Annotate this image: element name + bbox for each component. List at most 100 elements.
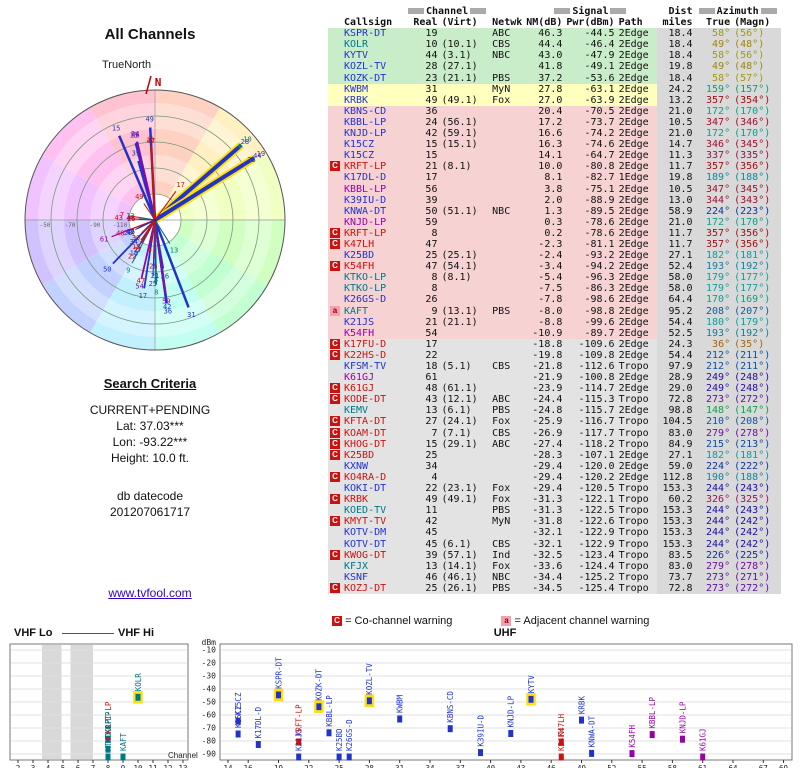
callsign-link[interactable]: KBBL-LP (342, 116, 404, 129)
callsign-link[interactable]: KSNF (342, 571, 404, 583)
svg-text:K26GS-D: K26GS-D (345, 719, 354, 751)
callsign-link[interactable]: KWOG-DT (342, 549, 404, 561)
table-row: K25BD 25 (25.1) -2.4 -93.2 2Edge 27.1 182° (181°… (328, 250, 781, 262)
callsign-link[interactable]: KRFT-LP (342, 161, 404, 173)
svg-text:50: 50 (103, 265, 111, 273)
callsign-link[interactable]: K25BD (342, 449, 404, 461)
callsign-link[interactable]: KWBM (342, 83, 404, 95)
callsign-link[interactable]: KRBK (342, 94, 404, 106)
svg-text:21: 21 (151, 272, 159, 280)
callsign-link[interactable]: KNJD-LP (342, 128, 404, 140)
callsign-link[interactable]: KOTV-DM (342, 527, 404, 539)
callsign-link[interactable]: K61GJ (342, 372, 404, 384)
co-channel-warning-badge: C (330, 338, 340, 349)
svg-text:31: 31 (395, 764, 404, 768)
callsign-link[interactable]: KRFT-LP (342, 227, 404, 239)
svg-text:12: 12 (163, 764, 172, 768)
callsign-link[interactable]: KOAM-DT (342, 427, 404, 439)
col-nm: NM(dB) (524, 17, 565, 29)
table-row: a KAFT 9 (13.1) PBS -8.0 -98.8 2Edge 95.2 208° (20… (328, 305, 781, 317)
svg-text:2: 2 (16, 764, 21, 768)
callsign-link[interactable]: KODE-DT (342, 394, 404, 406)
callsign-link[interactable]: KHOG-DT (342, 438, 404, 450)
height-value: Height: 10.0 ft. (110, 451, 190, 465)
callsign-link[interactable]: K54FH (342, 327, 404, 339)
svg-text:34: 34 (130, 238, 138, 246)
callsign-link[interactable]: KAFT (342, 305, 404, 317)
svg-text:43: 43 (114, 214, 122, 222)
callsign-link[interactable]: KEMV (342, 405, 404, 417)
callsign-link[interactable]: KSPR-DT (342, 28, 404, 40)
table-row: K21JS 21 (21.1) -8.8 -99.6 2Edge 54.4 180° (179°… (328, 316, 781, 328)
tvfool-link[interactable]: www.tvfool.com (108, 586, 192, 600)
table-row: KBBL-LP 56 3.8 -75.1 2Edge 10.5 347° (345°) (328, 183, 781, 195)
callsign-link[interactable]: KFSM-TV (342, 361, 404, 373)
callsign-link[interactable]: KOZJ-DT (342, 582, 404, 594)
svg-text:15: 15 (112, 124, 120, 132)
svg-text:45: 45 (127, 228, 135, 236)
table-row: KOTV-DT 45 (6.1) CBS -32.1 -122.9 Tropo 153.3 24… (328, 538, 781, 550)
table-row: KSNF 46 (46.1) NBC -34.4 -125.2 Tropo 73.7 273°(… (328, 571, 781, 583)
svg-text:K21JS: K21JS (295, 728, 304, 751)
svg-text:KBBL-LP: KBBL-LP (325, 695, 334, 727)
svg-text:39: 39 (132, 234, 140, 242)
svg-text:KSPR-DT: KSPR-DT (274, 657, 283, 689)
table-row: KOKI-DT 22 (23.1) Fox -29.4 -120.5 Tropo 153.3 2… (328, 483, 781, 495)
callsign-link[interactable]: KNJD-LP (342, 216, 404, 228)
callsign-link[interactable]: KXNW (342, 460, 404, 472)
svg-text:-60: -60 (202, 711, 217, 720)
svg-text:KRBK: KRBK (577, 696, 586, 715)
callsign-link[interactable]: K39IU-D (342, 194, 404, 206)
callsign-link[interactable]: KRBK (342, 494, 404, 506)
callsign-link[interactable]: K17DL-D (342, 172, 404, 184)
callsign-link[interactable]: KOTV-DT (342, 538, 404, 550)
callsign-link[interactable]: K15CZ (342, 139, 404, 151)
callsign-link[interactable]: KYTV (342, 50, 404, 62)
callsign-link[interactable]: KTKO-LP (342, 283, 404, 295)
svg-text:28: 28 (241, 138, 249, 146)
svg-text:22: 22 (128, 253, 136, 261)
svg-text:-10: -10 (202, 646, 217, 655)
col-pwr: Pwr(dBm) (564, 17, 617, 29)
callsign-link[interactable]: K22HS-D (342, 349, 404, 361)
callsign-link[interactable]: K21JS (342, 316, 404, 328)
svg-text:31: 31 (187, 311, 195, 319)
svg-text:49: 49 (135, 193, 143, 201)
callsign-link[interactable]: KTKO-LP (342, 272, 404, 284)
callsign-link[interactable]: KOKI-DT (342, 483, 404, 495)
col-callsign: Callsign (342, 17, 404, 29)
callsign-link[interactable]: K26GS-D (342, 294, 404, 306)
table-row: C KOZJ-DT 25 (26.1) PBS -34.5 -125.4 Tropo 72.8 2… (328, 582, 781, 594)
callsign-link[interactable]: K25BD (342, 250, 404, 262)
latitude-value: Lat: 37.03*** (116, 419, 184, 433)
callsign-link[interactable]: KOLR (342, 39, 404, 51)
north-label: N (155, 76, 162, 89)
svg-text:KNJD-LP: KNJD-LP (507, 695, 516, 727)
callsign-link[interactable]: K17FU-D (342, 338, 404, 350)
callsign-link[interactable]: K47LH (342, 238, 404, 251)
callsign-link[interactable]: K54FH (342, 261, 404, 273)
search-criteria-heading: Search Criteria (103, 376, 197, 391)
spectrum-bars (235, 688, 706, 761)
svg-text:15: 15 (130, 131, 138, 139)
callsign-link[interactable]: KFJX (342, 560, 404, 572)
svg-text:23: 23 (247, 156, 255, 164)
callsign-link[interactable]: KFTA-DT (342, 416, 404, 428)
callsign-link[interactable]: K61GJ (342, 383, 404, 395)
callsign-link[interactable]: KMYT-TV (342, 516, 404, 528)
vhf-lo-label: VHF Lo (14, 627, 53, 639)
table-row: C K17FU-D 17 -18.8 -109.6 2Edge 24.3 36° (35°) (328, 338, 781, 350)
callsign-link[interactable]: KOZK-DT (342, 72, 404, 84)
callsign-link[interactable]: KOED-TV (342, 505, 404, 517)
callsign-link[interactable]: KBNS-CD (342, 105, 404, 117)
svg-text:8: 8 (154, 276, 158, 284)
callsign-link[interactable]: KNWA-DT (342, 205, 404, 217)
callsign-link[interactable]: K15CZ (342, 150, 404, 162)
svg-text:K39IU-D: K39IU-D (476, 715, 485, 747)
callsign-link[interactable]: KO4RA-D (342, 471, 404, 484)
callsign-link[interactable]: KBBL-LP (342, 183, 404, 195)
header-bar (610, 8, 627, 14)
svg-text:22: 22 (124, 229, 132, 237)
table-row: KNWA-DT 50 (51.1) NBC 1.3 -89.5 2Edge 58.9 224°(… (328, 205, 781, 217)
callsign-link[interactable]: KOZL-TV (342, 61, 404, 73)
